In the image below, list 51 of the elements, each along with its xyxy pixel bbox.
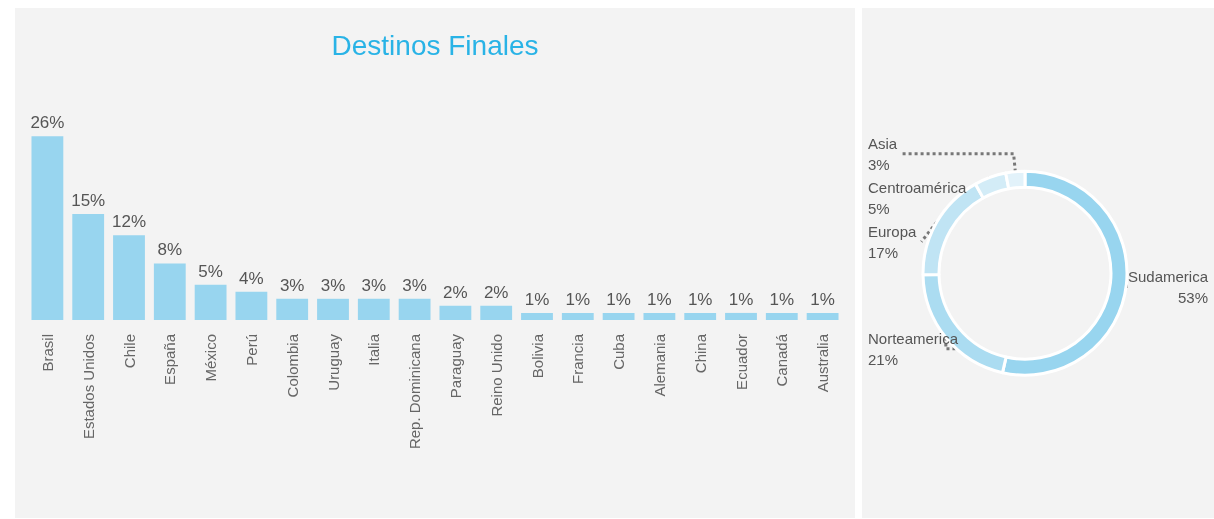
x-tick-label: Reino Unido: [487, 334, 505, 417]
data-label: 5%: [868, 199, 890, 217]
x-tick-label: México: [202, 334, 220, 382]
data-label: 1%: [565, 289, 591, 309]
x-tick-label: Rep. Dominicana: [406, 333, 424, 450]
data-label: 15%: [71, 191, 106, 210]
x-tick-label: Colombia: [283, 333, 301, 398]
data-label: 2%: [443, 282, 468, 302]
x-tick-label: Bolivia: [528, 333, 546, 379]
slice-label: Europa: [868, 222, 918, 240]
x-tick-label: Canadá: [773, 333, 791, 387]
x-tick-label: Francia: [569, 333, 587, 385]
data-label: 2%: [483, 282, 509, 302]
x-tick-label: Cuba: [610, 333, 628, 370]
data-label: 1%: [728, 289, 754, 309]
data-label: 5%: [198, 261, 223, 281]
x-tick-label: Italia: [365, 333, 383, 366]
data-label: 26%: [30, 113, 65, 133]
x-tick-label: Paraguay: [446, 333, 464, 399]
data-label: 1%: [647, 289, 672, 309]
slice-label: Sudamerica: [1127, 267, 1209, 285]
data-label: 1%: [687, 289, 713, 309]
data-label: 8%: [157, 240, 183, 260]
data-label: 3%: [868, 155, 890, 173]
data-label: 4%: [239, 268, 264, 288]
slice-label: Norteamerica: [868, 329, 959, 347]
data-label: 3%: [279, 275, 305, 295]
x-tick-label: Chile: [120, 334, 138, 369]
x-tick-label: Perú: [242, 334, 260, 366]
x-tick-label: China: [691, 333, 709, 374]
data-label: 1%: [810, 289, 835, 309]
x-tick-label: Brasil: [38, 334, 56, 372]
chart-title: Destinos Finales: [331, 29, 539, 61]
data-label: 3%: [361, 275, 387, 295]
x-tick-label: Estados Unidos: [79, 334, 97, 440]
x-tick-label: Alemania: [650, 333, 668, 397]
x-tick-label: Ecuador: [732, 334, 750, 390]
data-label: 3%: [402, 275, 427, 295]
data-label: 12%: [111, 212, 147, 232]
data-label: 1%: [524, 289, 550, 309]
x-tick-label: España: [161, 333, 179, 385]
slice-label: Centroamérica: [868, 178, 968, 196]
data-label: 17%: [868, 243, 899, 261]
slice-label: Asia: [868, 134, 898, 152]
data-label: 21%: [868, 350, 899, 368]
x-tick-label: Australia: [814, 333, 832, 393]
data-label: 3%: [320, 275, 346, 295]
data-label: 1%: [769, 289, 795, 309]
data-label: 1%: [606, 289, 631, 309]
data-label: 53%: [1177, 288, 1208, 306]
x-tick-label: Uruguay: [324, 333, 342, 391]
